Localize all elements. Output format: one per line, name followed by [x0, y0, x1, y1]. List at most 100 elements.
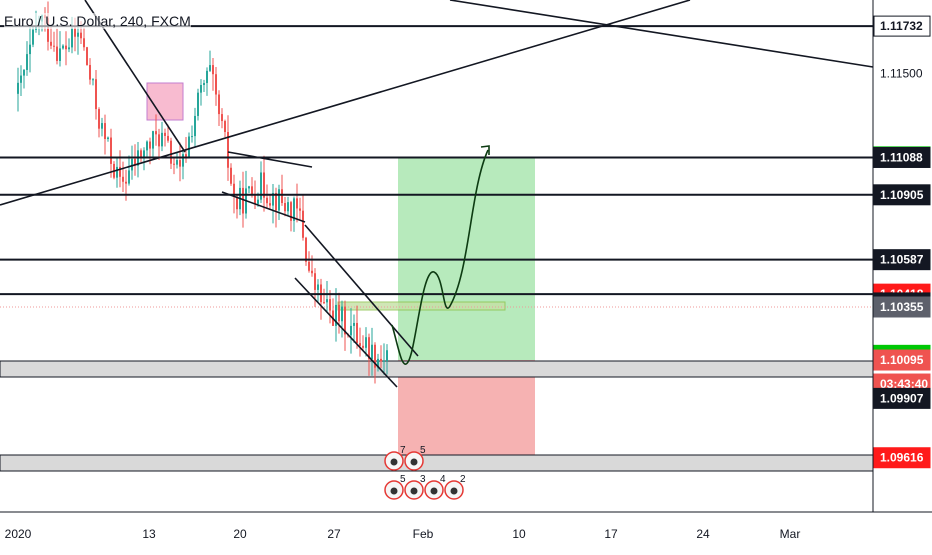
- candle-body: [326, 299, 328, 303]
- candle-body: [128, 170, 130, 184]
- projected-arrowhead: [480, 145, 490, 155]
- zones-layer: [0, 82, 874, 472]
- price-label-box: [873, 184, 931, 206]
- event-count: 7: [400, 445, 406, 456]
- candle-body: [236, 196, 238, 210]
- candle-body: [260, 172, 262, 200]
- candle-body: [317, 284, 319, 290]
- time-tick-label: 27: [327, 527, 341, 541]
- candle-body: [224, 121, 226, 133]
- candle-body: [146, 141, 148, 151]
- candle-body: [158, 134, 160, 147]
- trend-line: [304, 224, 419, 357]
- time-tick-label: 10: [512, 527, 526, 541]
- time-tick-label: 20: [233, 527, 247, 541]
- candle-body: [215, 74, 217, 95]
- event-flag-dot: [410, 487, 418, 495]
- candle-body: [344, 306, 346, 335]
- candle-body: [248, 186, 250, 189]
- price-label: 1.10095: [873, 349, 931, 371]
- candle-body: [209, 65, 211, 71]
- candle-body: [335, 304, 337, 326]
- price-label-box: [873, 387, 931, 409]
- price-label: 1.10905: [873, 184, 931, 206]
- price-label: 1.11088: [873, 146, 931, 168]
- price-label-box: [873, 146, 931, 168]
- candle-body: [194, 115, 196, 137]
- price-label-text: 1.10587: [880, 253, 924, 267]
- candle-body: [77, 32, 79, 37]
- trend-line: [227, 151, 313, 168]
- price-label: 1.09616: [873, 447, 931, 469]
- candle-body: [380, 358, 382, 362]
- candle-body: [71, 28, 73, 48]
- candle-body: [371, 344, 373, 360]
- candle-body: [110, 137, 112, 164]
- candle-body: [50, 41, 52, 46]
- time-tick-label: Mar: [780, 527, 801, 541]
- candle-body: [302, 210, 304, 238]
- price-label-box: [873, 447, 931, 469]
- candle-body: [116, 166, 118, 178]
- candle-body: [119, 166, 121, 177]
- event-flag-dot: [450, 487, 458, 495]
- candle-body: [338, 304, 340, 322]
- candle-body: [311, 270, 313, 274]
- candle-body: [386, 350, 388, 361]
- candle-body: [47, 18, 49, 42]
- candle-body: [350, 325, 352, 336]
- price-tick-label: 1.11500: [880, 66, 923, 80]
- candle-body: [95, 79, 97, 110]
- time-axis[interactable]: 2020 13 20 27 Feb 10 17 24 Mar: [0, 511, 932, 541]
- price-label-text: 1.10355: [880, 300, 924, 314]
- price-axis[interactable]: 1.115001.117321.110911.110881.109051.105…: [872, 0, 931, 512]
- candle-body: [185, 154, 187, 158]
- candle-body: [179, 160, 181, 167]
- candle-body: [251, 186, 253, 196]
- candle-body: [272, 192, 274, 206]
- candle-body: [212, 65, 214, 75]
- candle-body: [74, 28, 76, 37]
- candle-body: [107, 137, 109, 140]
- time-tick-label: 13: [142, 527, 156, 541]
- candle-body: [329, 299, 331, 311]
- event-markers: 7 5 5 3 4 2: [384, 445, 466, 500]
- candle-body: [263, 172, 265, 198]
- candle-body: [83, 38, 85, 48]
- price-label-text: 1.09616: [880, 451, 924, 465]
- candle-body: [122, 176, 124, 182]
- candle-body: [293, 198, 295, 221]
- event-count: 5: [400, 474, 406, 485]
- profit-zone: [398, 156, 535, 361]
- candle-body: [143, 150, 145, 159]
- candle-body: [191, 136, 193, 138]
- candle-body: [134, 158, 136, 166]
- candle-body: [290, 202, 292, 221]
- candle-body: [170, 140, 172, 164]
- price-label-box: [873, 296, 931, 318]
- candle-body: [218, 94, 220, 115]
- highlight-zone: [146, 82, 184, 121]
- candle-body: [20, 75, 22, 83]
- candle-body: [341, 306, 343, 322]
- candle-body: [299, 208, 301, 211]
- candle-body: [221, 114, 223, 122]
- candle-body: [29, 44, 31, 55]
- event-flag-dot: [410, 458, 418, 466]
- price-label-text: 1.11732: [880, 19, 923, 33]
- candle-body: [266, 197, 268, 204]
- candle-body: [362, 345, 364, 348]
- time-tick-label: 24: [696, 527, 710, 541]
- candle-body: [56, 46, 58, 61]
- chart-title: Euro / U.S. Dollar, 240, FXCM: [4, 13, 191, 29]
- candle-body: [140, 150, 142, 159]
- candle-body: [356, 322, 358, 344]
- candle-body: [323, 302, 325, 304]
- candle-body: [92, 79, 94, 81]
- candle-body: [281, 189, 283, 204]
- candle-body: [104, 123, 106, 140]
- price-label: 1.10587: [873, 249, 931, 271]
- candle-body: [257, 199, 259, 204]
